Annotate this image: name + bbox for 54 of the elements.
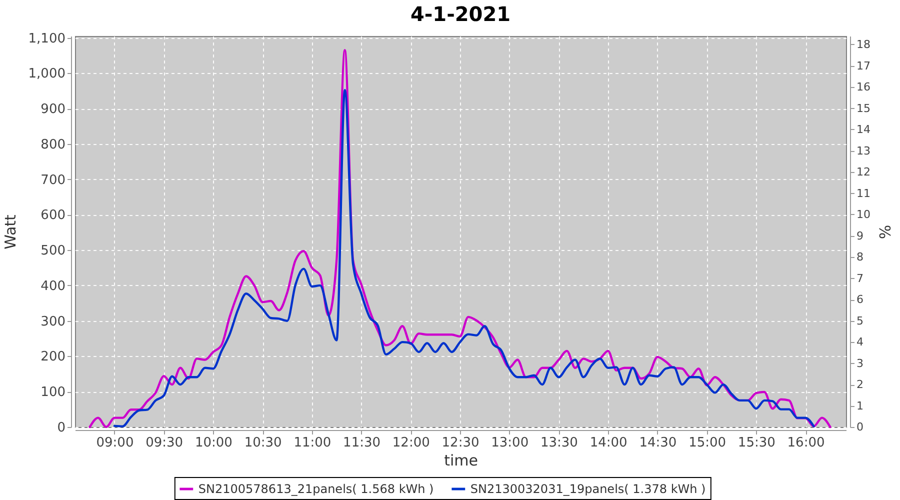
x-tick-label: 11:00: [294, 436, 332, 450]
y-tick-label: 1,000: [28, 66, 66, 82]
x-tick-label: 14:30: [639, 436, 677, 450]
y2-tick-label: 17: [856, 59, 870, 72]
legend-label: SN2100578613_21panels( 1.568 kWh ): [198, 482, 434, 496]
y2-tick-label: 11: [856, 186, 870, 200]
y2-tick-label: 0: [856, 420, 864, 434]
y2-tick-label: 12: [856, 166, 870, 178]
y-tick-label: 300: [40, 314, 66, 330]
legend-label: SN2130032031_19panels( 1.378 kWh ): [470, 482, 706, 496]
line-series: [88, 49, 832, 428]
y2-tick-label: 3: [856, 356, 864, 370]
y2-tick-label: 4: [856, 336, 864, 348]
y2-tick-label: 9: [856, 229, 864, 242]
y2-tick-label: 15: [856, 102, 870, 115]
y2-tick-label: 6: [856, 293, 864, 306]
y-tick-label: 800: [40, 137, 66, 152]
y2-tick-label: 13: [856, 144, 870, 158]
line-series: [113, 89, 815, 428]
y-axis-title: Watt: [1, 214, 20, 250]
x-tick-label: 15:00: [688, 436, 726, 450]
y2-tick-label: 5: [856, 314, 864, 328]
y2-tick-label: 10: [856, 208, 870, 221]
y-tick-label: 100: [40, 385, 66, 400]
x-tick-label: 12:30: [442, 436, 480, 450]
x-tick-label: 10:00: [194, 436, 232, 450]
x-tick-label: 09:00: [96, 436, 134, 450]
x-tick-label: 13:30: [540, 436, 578, 450]
x-tick-label: 16:00: [787, 436, 825, 450]
x-axis-title: time: [444, 452, 478, 470]
y2-tick-label: 1: [856, 399, 864, 412]
x-tick-label: 12:00: [392, 436, 430, 450]
y2-tick-label: 16: [856, 80, 870, 94]
y2-axis-title: %: [875, 224, 894, 240]
y-tick-label: 900: [40, 102, 66, 118]
y-tick-label: 200: [40, 350, 66, 365]
x-tick-label: 11:30: [343, 436, 381, 450]
x-tick-label: 13:00: [491, 436, 529, 450]
x-tick-label: 15:30: [738, 436, 776, 450]
y2-tick-label: 18: [856, 38, 870, 51]
y-tick-label: 0: [57, 420, 66, 436]
x-tick-label: 10:30: [244, 436, 282, 450]
y2-tick-label: 8: [856, 250, 864, 264]
y-tick-label: 1,100: [28, 31, 66, 46]
chart-title: 4-1-2021: [410, 2, 511, 26]
y2-tick-label: 2: [856, 378, 864, 391]
y-tick-label: 700: [40, 172, 66, 188]
y-tick-label: 600: [40, 208, 66, 224]
y-tick-label: 400: [40, 278, 66, 294]
y2-tick-label: 14: [856, 123, 870, 136]
y2-tick-label: 7: [856, 272, 864, 285]
x-tick-label: 09:30: [146, 436, 184, 450]
x-tick-label: 14:00: [590, 436, 628, 450]
y-tick-label: 500: [40, 244, 66, 259]
